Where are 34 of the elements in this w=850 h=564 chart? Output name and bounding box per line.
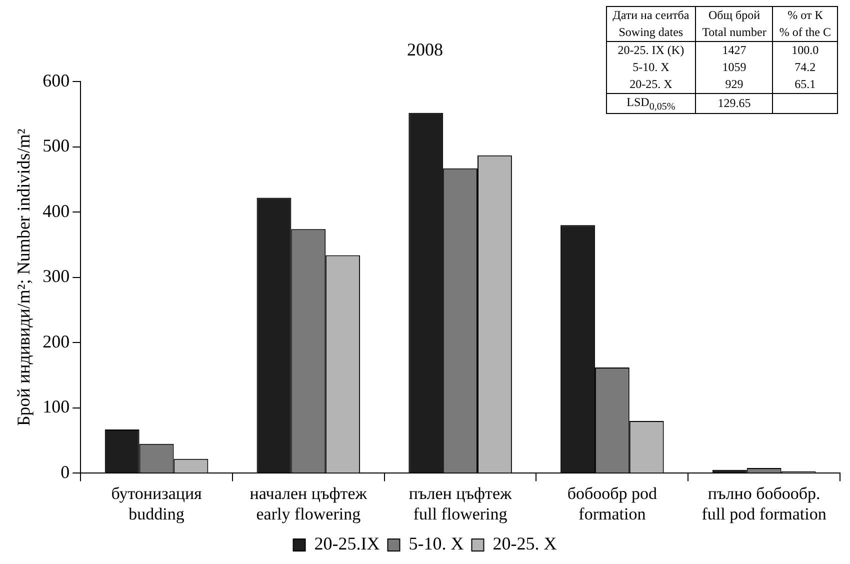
y-tick-label: 100 <box>42 396 70 417</box>
y-tick-label: 0 <box>60 462 70 482</box>
text: 100.0 <box>792 43 819 57</box>
y-tick-label: 200 <box>42 331 70 352</box>
text: Total number <box>702 25 766 39</box>
y-tick-label: 400 <box>42 200 70 221</box>
text: 74.2 <box>794 60 816 74</box>
text: Sowing dates <box>618 25 684 39</box>
text: % от К <box>788 8 823 22</box>
y-axis-title: Брой индивиди/m²; Number individs/m² <box>14 128 34 426</box>
legend-label: 5-10. X <box>408 534 464 554</box>
annotation: 129.65 <box>696 94 773 114</box>
legend-label: 20-25. X <box>492 534 557 554</box>
text: 1059 <box>722 60 746 74</box>
text: 1427 <box>722 43 746 57</box>
text: 5-10. X <box>632 60 670 74</box>
x-tick-label: бобообр pod formation <box>567 484 658 524</box>
text: Дати на сеитба <box>612 8 690 22</box>
text: % of the C <box>779 25 831 39</box>
text: 20-25. IX (K) <box>618 43 684 57</box>
x-tick-label: пълно бобообр. full pod formation <box>702 484 827 524</box>
annotation: LSD$_{0,05%}$ <box>606 94 696 114</box>
y-tick-label: 300 <box>42 266 70 286</box>
annotation: 20-25. X <box>606 76 696 94</box>
annotation: 65.1 <box>772 76 838 94</box>
y-tick-label: 600 <box>42 70 70 90</box>
y-tick-label: 500 <box>42 136 70 156</box>
x-tick-label: начален цъфтеж early flowering <box>250 484 368 524</box>
text: Общ брой <box>708 8 760 22</box>
x-tick-label: пълен цъфтеж full flowering <box>408 484 512 524</box>
legend-label: 20-25.IX <box>314 534 380 554</box>
chart-title: 2008 <box>407 40 443 60</box>
annotation: 929 <box>696 76 773 94</box>
x-tick-label: бутонизация budding <box>111 484 202 524</box>
